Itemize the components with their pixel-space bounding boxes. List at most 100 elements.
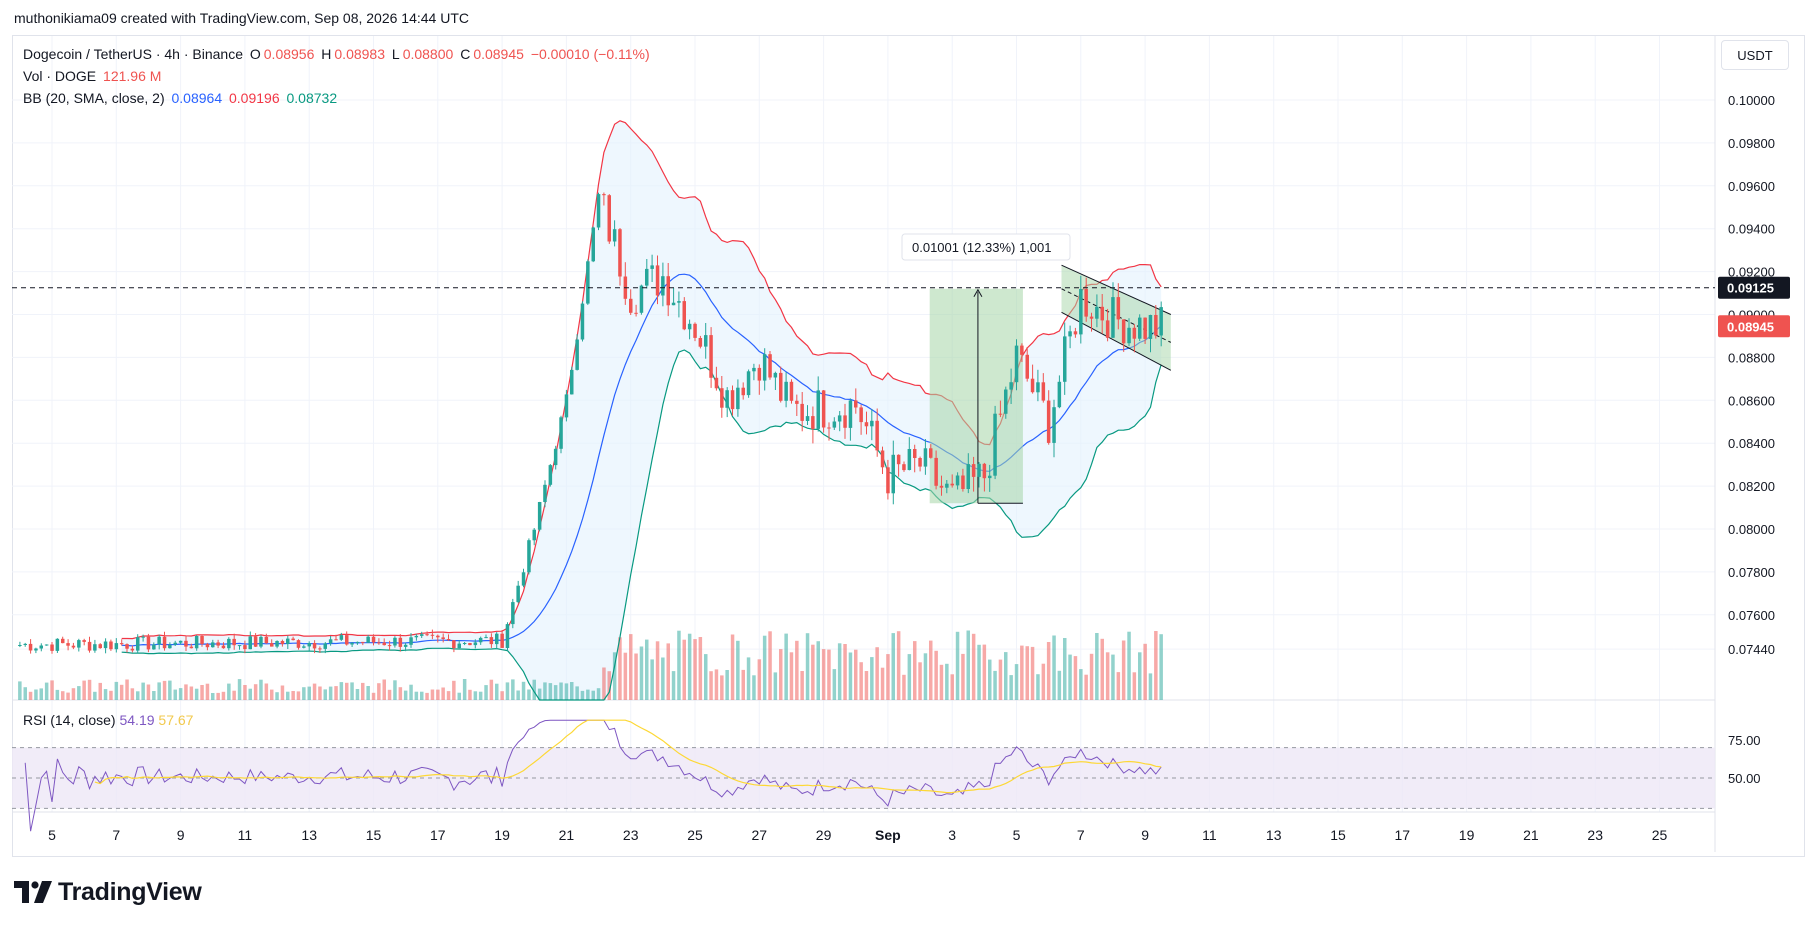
volume-bar xyxy=(77,686,81,700)
candle-body xyxy=(39,645,43,649)
volume-bar xyxy=(891,633,895,700)
candle-body xyxy=(291,638,295,641)
candle-body xyxy=(189,646,194,649)
bb-legend[interactable]: BB (20, SMA, close, 2) 0.08964 0.09196 0… xyxy=(23,90,340,106)
candle-body xyxy=(1089,316,1094,319)
candle-body xyxy=(157,636,161,645)
volume-bar xyxy=(639,646,644,700)
candle-body xyxy=(661,276,665,296)
volume-bar xyxy=(918,662,922,700)
candle-body xyxy=(1100,306,1104,321)
volume-bar xyxy=(762,635,767,700)
volume-bar xyxy=(682,639,686,700)
volume-bar xyxy=(645,639,649,700)
ohlc-close: 0.08945 xyxy=(473,46,524,62)
last-price-label: 0.08945 xyxy=(1727,319,1774,334)
candle-body xyxy=(757,367,762,381)
volume-bar xyxy=(650,659,654,700)
volume-bar xyxy=(779,649,783,700)
price-tick-label: 0.09200 xyxy=(1728,265,1775,280)
candle-body xyxy=(1116,297,1121,320)
candle-body xyxy=(714,377,719,389)
volume-bar xyxy=(1148,673,1153,700)
bb-basis-value: 0.08964 xyxy=(171,90,223,106)
candle-body xyxy=(387,645,392,647)
volume-bar xyxy=(184,684,188,700)
candle-body xyxy=(393,637,397,646)
ohlc-open: 0.08956 xyxy=(263,46,315,62)
candle-body xyxy=(61,638,65,644)
candle-body xyxy=(1052,407,1056,443)
crosshair-price-bg xyxy=(1718,276,1790,299)
candle-body xyxy=(318,648,322,650)
candle-body xyxy=(232,638,236,646)
candle-body xyxy=(553,448,558,466)
volume-bar xyxy=(425,692,429,700)
volume-legend[interactable]: Vol · DOGE 121.96 M xyxy=(23,68,164,84)
candle-body xyxy=(430,634,435,636)
volume-bar xyxy=(409,684,413,700)
volume-bar xyxy=(452,680,456,700)
volume-bar xyxy=(328,686,333,700)
last-price-bg xyxy=(1718,315,1790,338)
volume-bar xyxy=(1068,654,1072,700)
time-tick-label: 11 xyxy=(1202,827,1217,843)
volume-bar xyxy=(44,682,49,700)
measure-label: 0.01001 (12.33%) 1,001 xyxy=(912,240,1052,255)
price-tick-label: 0.09600 xyxy=(1728,179,1775,194)
volume-bar xyxy=(832,669,837,700)
currency-unit-button[interactable]: USDT xyxy=(1721,40,1789,70)
candle-body xyxy=(709,335,713,378)
volume-bar xyxy=(1020,645,1024,700)
candle-body xyxy=(162,636,167,649)
volume-bar xyxy=(629,634,633,700)
candle-body xyxy=(366,636,370,643)
candle-body xyxy=(891,454,895,494)
volume-bar xyxy=(623,652,628,700)
crosshair-price-badge: 0.09125 xyxy=(1718,276,1790,299)
volume-bar xyxy=(612,652,617,700)
time-tick-label: 13 xyxy=(301,827,317,843)
volume-bar xyxy=(1105,652,1110,700)
volume-bar xyxy=(602,667,606,700)
time-tick-label: 25 xyxy=(1652,827,1668,843)
volume-bar xyxy=(61,691,65,700)
price-tick-label: 0.08000 xyxy=(1728,522,1775,537)
candle-body xyxy=(93,644,97,651)
candle-body xyxy=(671,302,676,306)
volume-bar xyxy=(211,693,215,700)
symbol-name[interactable]: Dogecoin / TetherUS · 4h · Binance xyxy=(23,46,243,62)
chart-frame xyxy=(12,35,1805,857)
price-tick-label: 0.07800 xyxy=(1728,565,1775,580)
volume-bar xyxy=(361,682,365,700)
candle-body xyxy=(227,638,231,649)
volume-bar xyxy=(1030,646,1035,700)
tradingview-logo[interactable]: TradingView xyxy=(14,878,202,906)
rsi-legend[interactable]: RSI (14, close) 54.19 57.67 xyxy=(23,712,193,728)
candle-body xyxy=(1148,315,1153,339)
candle-body xyxy=(618,229,622,277)
candle-body xyxy=(398,637,403,647)
volume-bar xyxy=(55,689,60,700)
volume-bar xyxy=(586,689,590,700)
candle-body xyxy=(1041,382,1046,401)
volume-bar xyxy=(403,690,408,700)
volume-bar xyxy=(666,643,670,700)
volume-bars xyxy=(18,630,1163,700)
volume-bar xyxy=(478,691,483,700)
volume-bar xyxy=(821,649,826,700)
candle-body xyxy=(1020,345,1024,355)
volume-bar xyxy=(575,686,579,700)
candle-body xyxy=(1036,382,1040,393)
candle-body xyxy=(575,339,579,370)
rsi-pane xyxy=(12,719,1715,832)
time-tick-label: 17 xyxy=(1395,827,1411,843)
candle-body xyxy=(532,529,536,541)
volume-bar xyxy=(1079,669,1083,700)
candle-body xyxy=(146,636,151,650)
candle-body xyxy=(704,335,708,347)
candle-body xyxy=(414,635,419,638)
volume-bar xyxy=(23,687,27,700)
volume-bar xyxy=(661,657,665,700)
